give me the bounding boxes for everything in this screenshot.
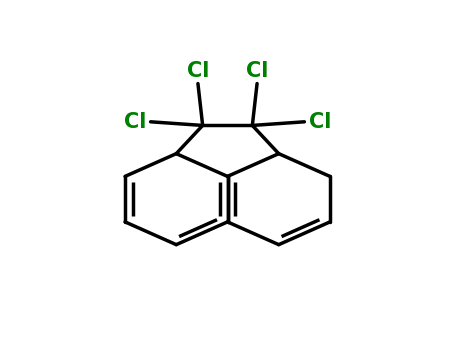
Text: Cl: Cl [309,112,331,132]
Text: Cl: Cl [124,112,146,132]
Text: Cl: Cl [246,61,268,81]
Text: Cl: Cl [187,61,209,81]
